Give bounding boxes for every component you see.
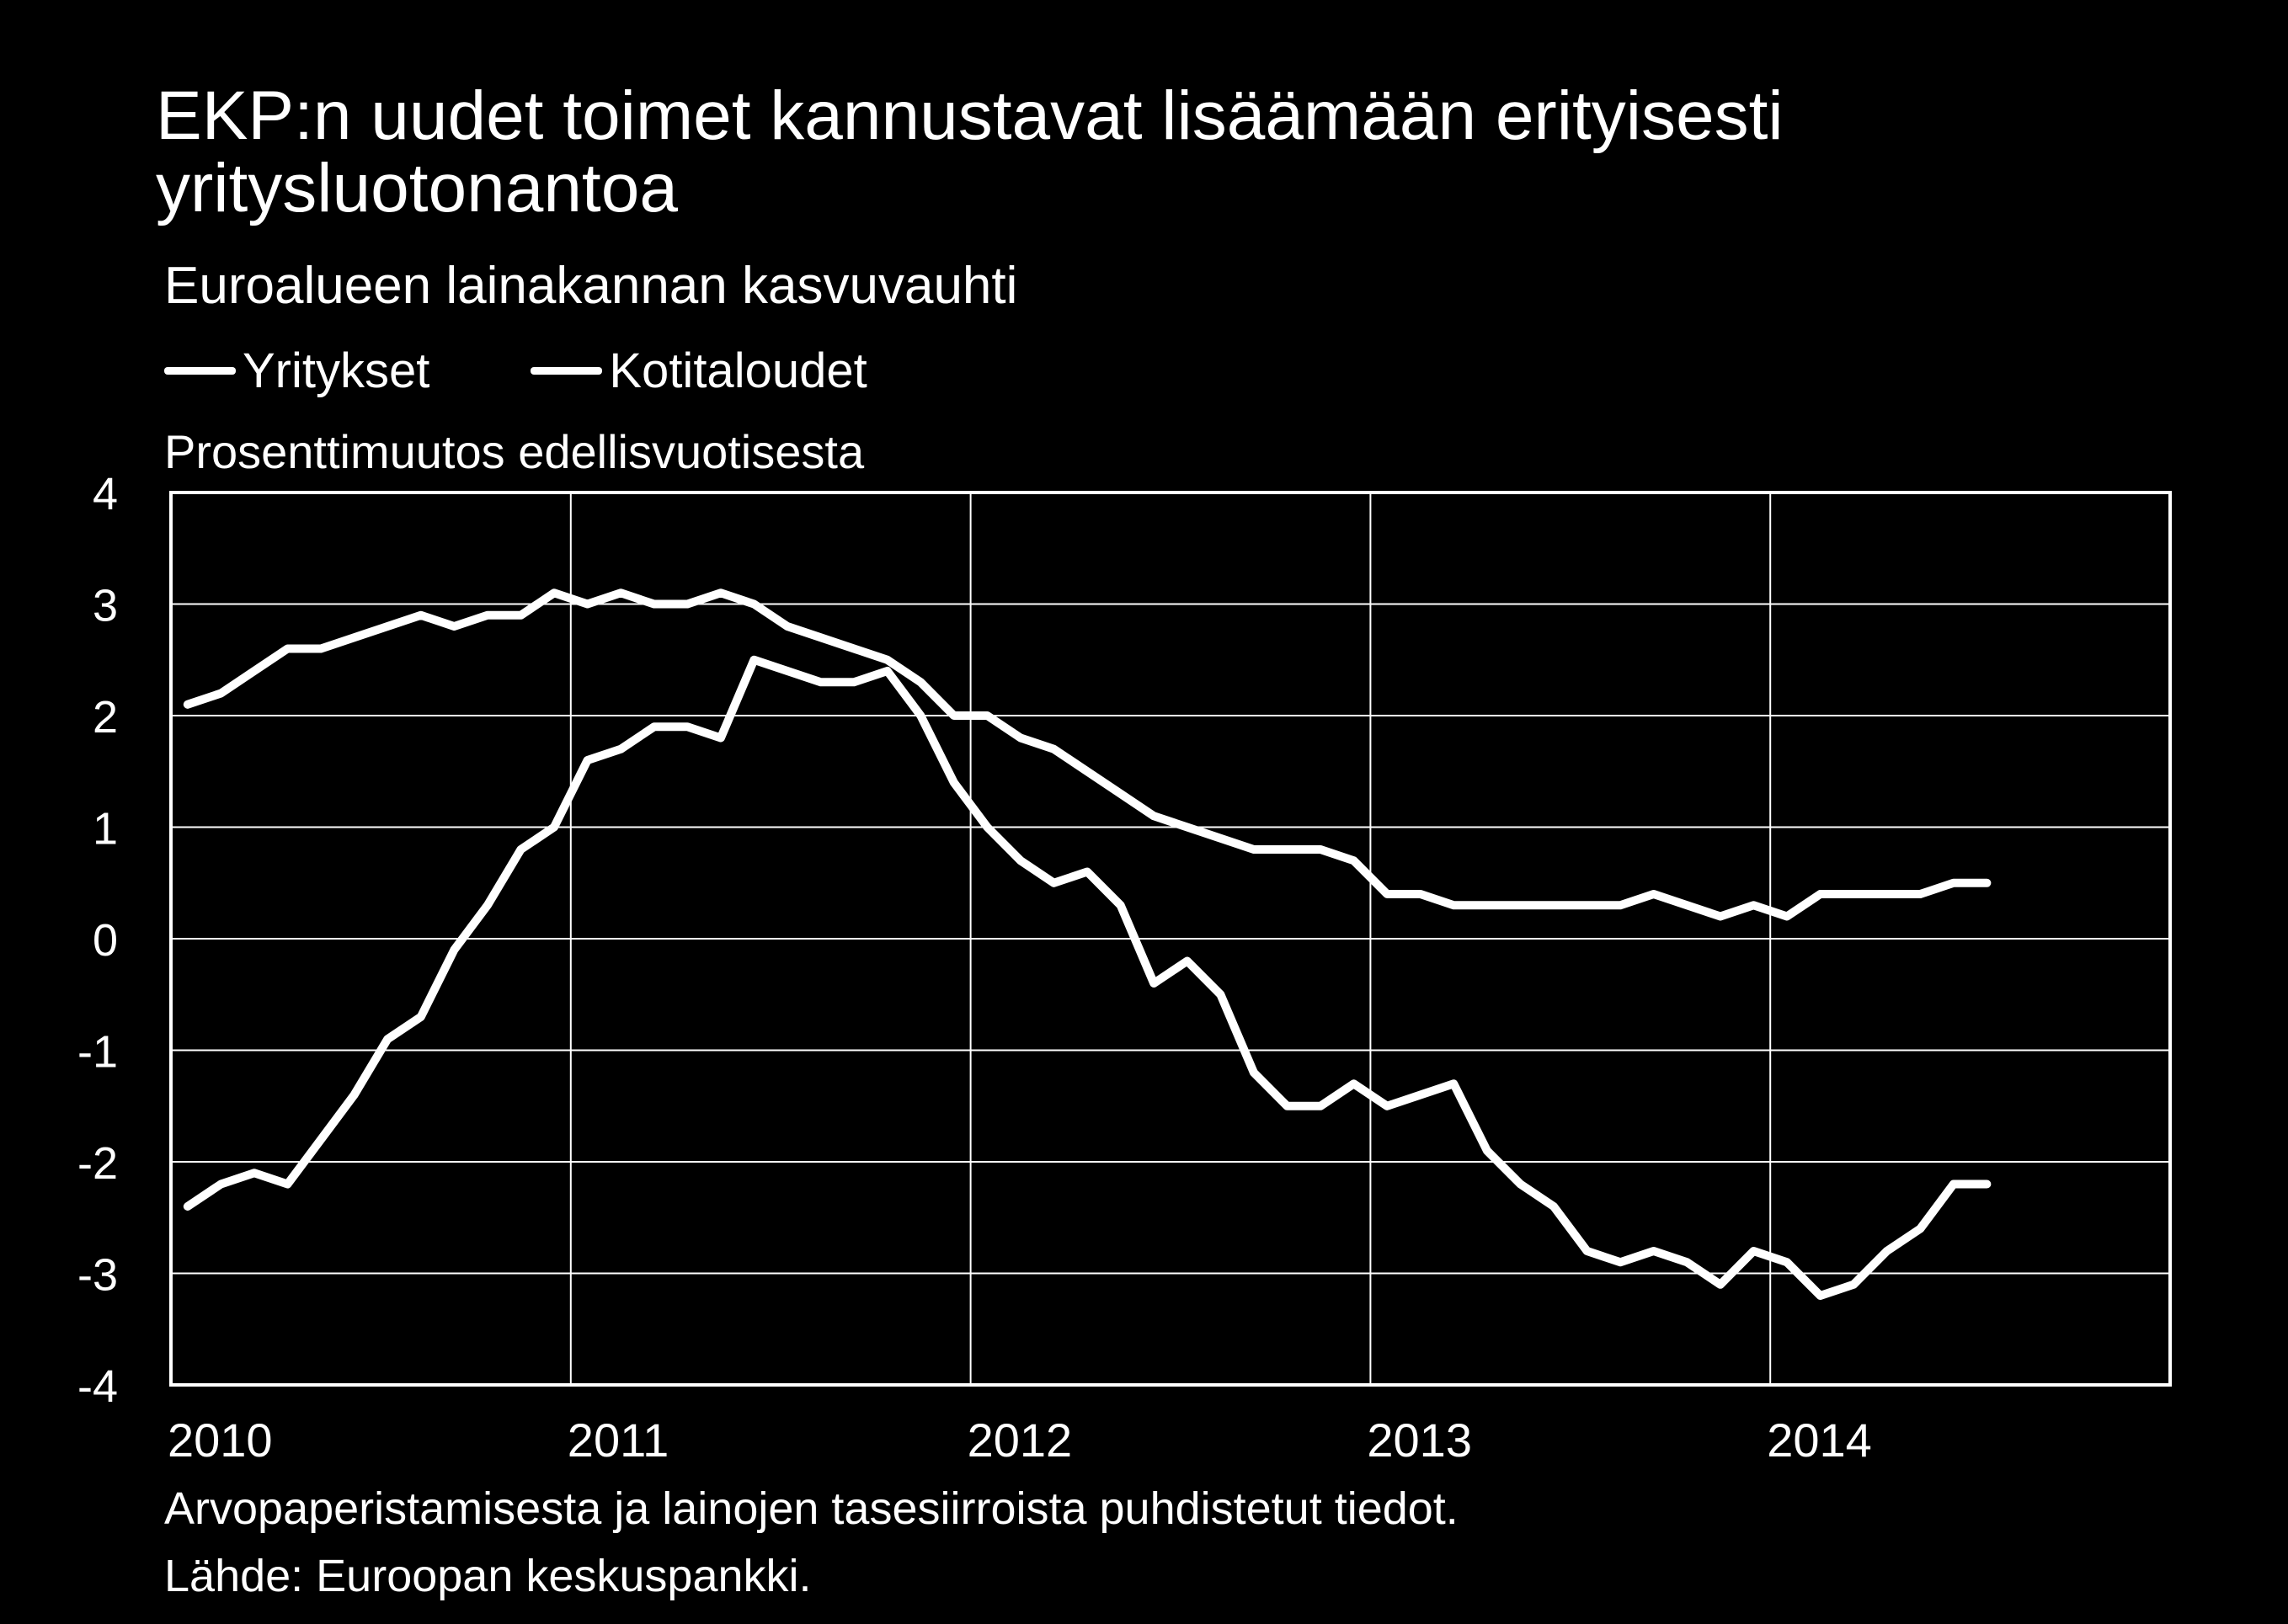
x-tick-label: 2011 <box>568 1414 669 1467</box>
x-tick-labels: 2010 2011 2012 2013 2014 <box>168 1414 1872 1467</box>
series-lines <box>183 588 1992 1300</box>
footnote: Arvopaperistamisesta ja lainojen tasesii… <box>164 1483 1459 1534</box>
chart-subtitle: Euroalueen lainakannan kasvuvauhti <box>164 257 1018 315</box>
y-tick-label: -3 <box>77 1250 118 1301</box>
y-tick-label: 3 <box>93 581 118 631</box>
series-line-kotitaloudet <box>183 588 1992 921</box>
y-tick-label: 4 <box>93 469 118 519</box>
legend-swatch-kotitaloudet <box>531 366 603 375</box>
legend-item-yritykset: Yritykset <box>164 343 429 399</box>
series-line-yritykset <box>183 655 1992 1300</box>
y-tick-label: -4 <box>77 1361 118 1412</box>
legend-label-yritykset: Yritykset <box>243 343 430 398</box>
chart-title: EKP:n uudet toimet kannustavat lisäämään… <box>156 77 1784 226</box>
source-note: Lähde: Euroopan keskuspankki. <box>164 1551 812 1601</box>
x-tick-label: 2012 <box>968 1414 1073 1467</box>
legend-swatch-yritykset <box>164 366 236 375</box>
legend-item-kotitaloudet: Kotitaloudet <box>531 343 867 399</box>
y-tick-label: -1 <box>77 1027 118 1078</box>
y-tick-label: 1 <box>93 804 118 855</box>
x-tick-label: 2014 <box>1767 1414 1872 1467</box>
y-axis-unit-label: Prosenttimuutos edellisvuotisesta <box>164 425 865 478</box>
legend-label-kotitaloudet: Kotitaloudet <box>609 343 867 398</box>
grid-lines <box>171 493 2170 1385</box>
x-tick-label: 2010 <box>168 1414 273 1467</box>
legend: Yritykset Kotitaloudet <box>164 341 968 400</box>
plot-area-frame <box>169 491 2172 1387</box>
y-tick-label: 2 <box>93 692 118 743</box>
y-tick-label: -2 <box>77 1138 118 1189</box>
x-tick-label: 2013 <box>1367 1414 1472 1467</box>
y-tick-label: 0 <box>93 915 118 966</box>
y-tick-labels: 4 3 2 1 0 -1 -2 -3 -4 <box>77 469 118 1412</box>
